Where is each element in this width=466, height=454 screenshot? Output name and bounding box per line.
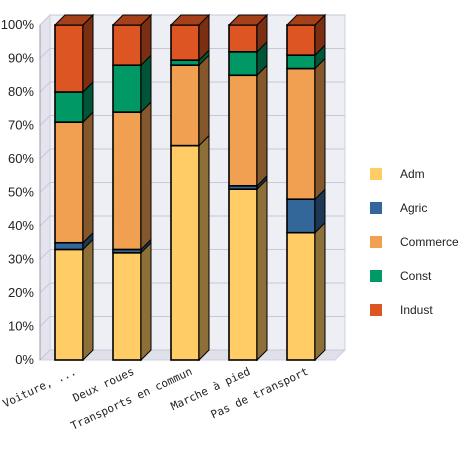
legend-swatch xyxy=(370,168,382,180)
x-tick-label: Pas de transport xyxy=(209,365,311,422)
bar-segment-side xyxy=(314,57,326,201)
bar-segment-side xyxy=(314,221,326,362)
bar-segment-front xyxy=(54,121,84,244)
bar-stack xyxy=(227,13,269,362)
bar-segment-side xyxy=(198,134,210,362)
legend-swatch xyxy=(370,304,382,316)
bar-stack xyxy=(53,13,95,362)
bar-segment-side xyxy=(82,238,94,362)
y-tick-label: 0% xyxy=(15,352,34,367)
bar-segment-front xyxy=(286,231,316,361)
legend-item: Agric xyxy=(370,201,427,215)
legend-label: Indust xyxy=(400,303,433,317)
legend-item: Adm xyxy=(370,167,425,181)
bar-segment-front xyxy=(286,67,316,200)
bar-segment-front xyxy=(112,111,142,251)
bar-segment-front xyxy=(170,144,200,361)
bar-stack xyxy=(111,13,153,362)
bar-segment-front xyxy=(112,64,142,113)
bar-segment-front xyxy=(170,24,200,61)
bar-segment-front xyxy=(54,241,84,251)
legend: Adm Agric Commerce Const Indust xyxy=(370,167,459,317)
bar-segment-front xyxy=(112,252,142,361)
bar-segment-front xyxy=(286,198,316,234)
bar-segment xyxy=(112,241,152,362)
bar-segment xyxy=(112,13,152,67)
legend-swatch xyxy=(370,236,382,248)
bar-segment xyxy=(228,13,268,54)
bar-top xyxy=(111,14,153,26)
bar-segment xyxy=(54,13,94,94)
bar-segment-front xyxy=(170,64,200,147)
legend-label: Commerce xyxy=(400,235,459,249)
y-tick-label: 30% xyxy=(8,252,34,267)
x-tick-label: Voiture, ... xyxy=(1,365,79,410)
bar-segment-side xyxy=(82,13,94,94)
bar-segment-side xyxy=(140,241,152,362)
y-tick-label: 90% xyxy=(8,51,34,66)
y-tick-label: 50% xyxy=(8,185,34,200)
legend-item: Commerce xyxy=(370,235,459,249)
bar-segment-side xyxy=(82,110,94,244)
y-tick-label: 40% xyxy=(8,218,34,233)
bar-segment-side xyxy=(256,64,268,188)
bar-segment-front xyxy=(286,24,316,56)
bar-stack xyxy=(169,13,211,362)
bar-segment-front xyxy=(228,188,258,361)
y-tick-label: 60% xyxy=(8,151,34,166)
bar-top xyxy=(227,14,269,26)
bar-segment xyxy=(112,53,152,114)
bar-segment-front xyxy=(286,54,316,70)
bar-segment-front xyxy=(54,91,84,123)
legend-item: Indust xyxy=(370,303,433,317)
bar-segment-side xyxy=(140,100,152,251)
legend-item: Const xyxy=(370,269,432,283)
bar-segment xyxy=(54,238,94,362)
bar-segment-front xyxy=(112,24,142,67)
y-tick-label: 20% xyxy=(8,285,34,300)
bar-segment-side xyxy=(198,53,210,147)
bar-segment-front xyxy=(228,50,258,77)
y-tick-label: 10% xyxy=(8,319,34,334)
y-tick-label: 80% xyxy=(8,84,34,99)
y-tick-label: 100% xyxy=(1,17,35,32)
bar-top xyxy=(169,14,211,26)
bar-segment-front xyxy=(54,248,84,361)
legend-swatch xyxy=(370,270,382,282)
legend-label: Agric xyxy=(400,201,427,215)
bar-segment xyxy=(170,134,210,362)
bar-segment xyxy=(286,57,326,201)
bar-segment xyxy=(286,13,326,57)
bar-segment-side xyxy=(256,177,268,362)
bar-top xyxy=(53,14,95,26)
legend-label: Adm xyxy=(400,167,425,181)
bar-top xyxy=(285,14,327,26)
bar-segment xyxy=(170,53,210,147)
bar-segment xyxy=(112,100,152,251)
bar-segment xyxy=(54,110,94,244)
bars xyxy=(53,13,327,362)
bar-segment xyxy=(54,80,94,124)
bar-segment-front xyxy=(228,74,258,187)
bar-segment-front xyxy=(54,24,84,93)
bar-stack xyxy=(285,13,327,362)
y-axis: 0% 10% 20% 30% 40% 50% 60% 70% 80% 90% 100% xyxy=(1,17,41,367)
legend-label: Const xyxy=(400,269,432,283)
bar-segment xyxy=(286,221,326,362)
bar-segment-front xyxy=(228,24,258,53)
bar-segment xyxy=(170,13,210,62)
y-tick-label: 70% xyxy=(8,118,34,133)
bar-segment xyxy=(228,177,268,362)
bar-segment xyxy=(228,64,268,188)
legend-swatch xyxy=(370,202,382,214)
